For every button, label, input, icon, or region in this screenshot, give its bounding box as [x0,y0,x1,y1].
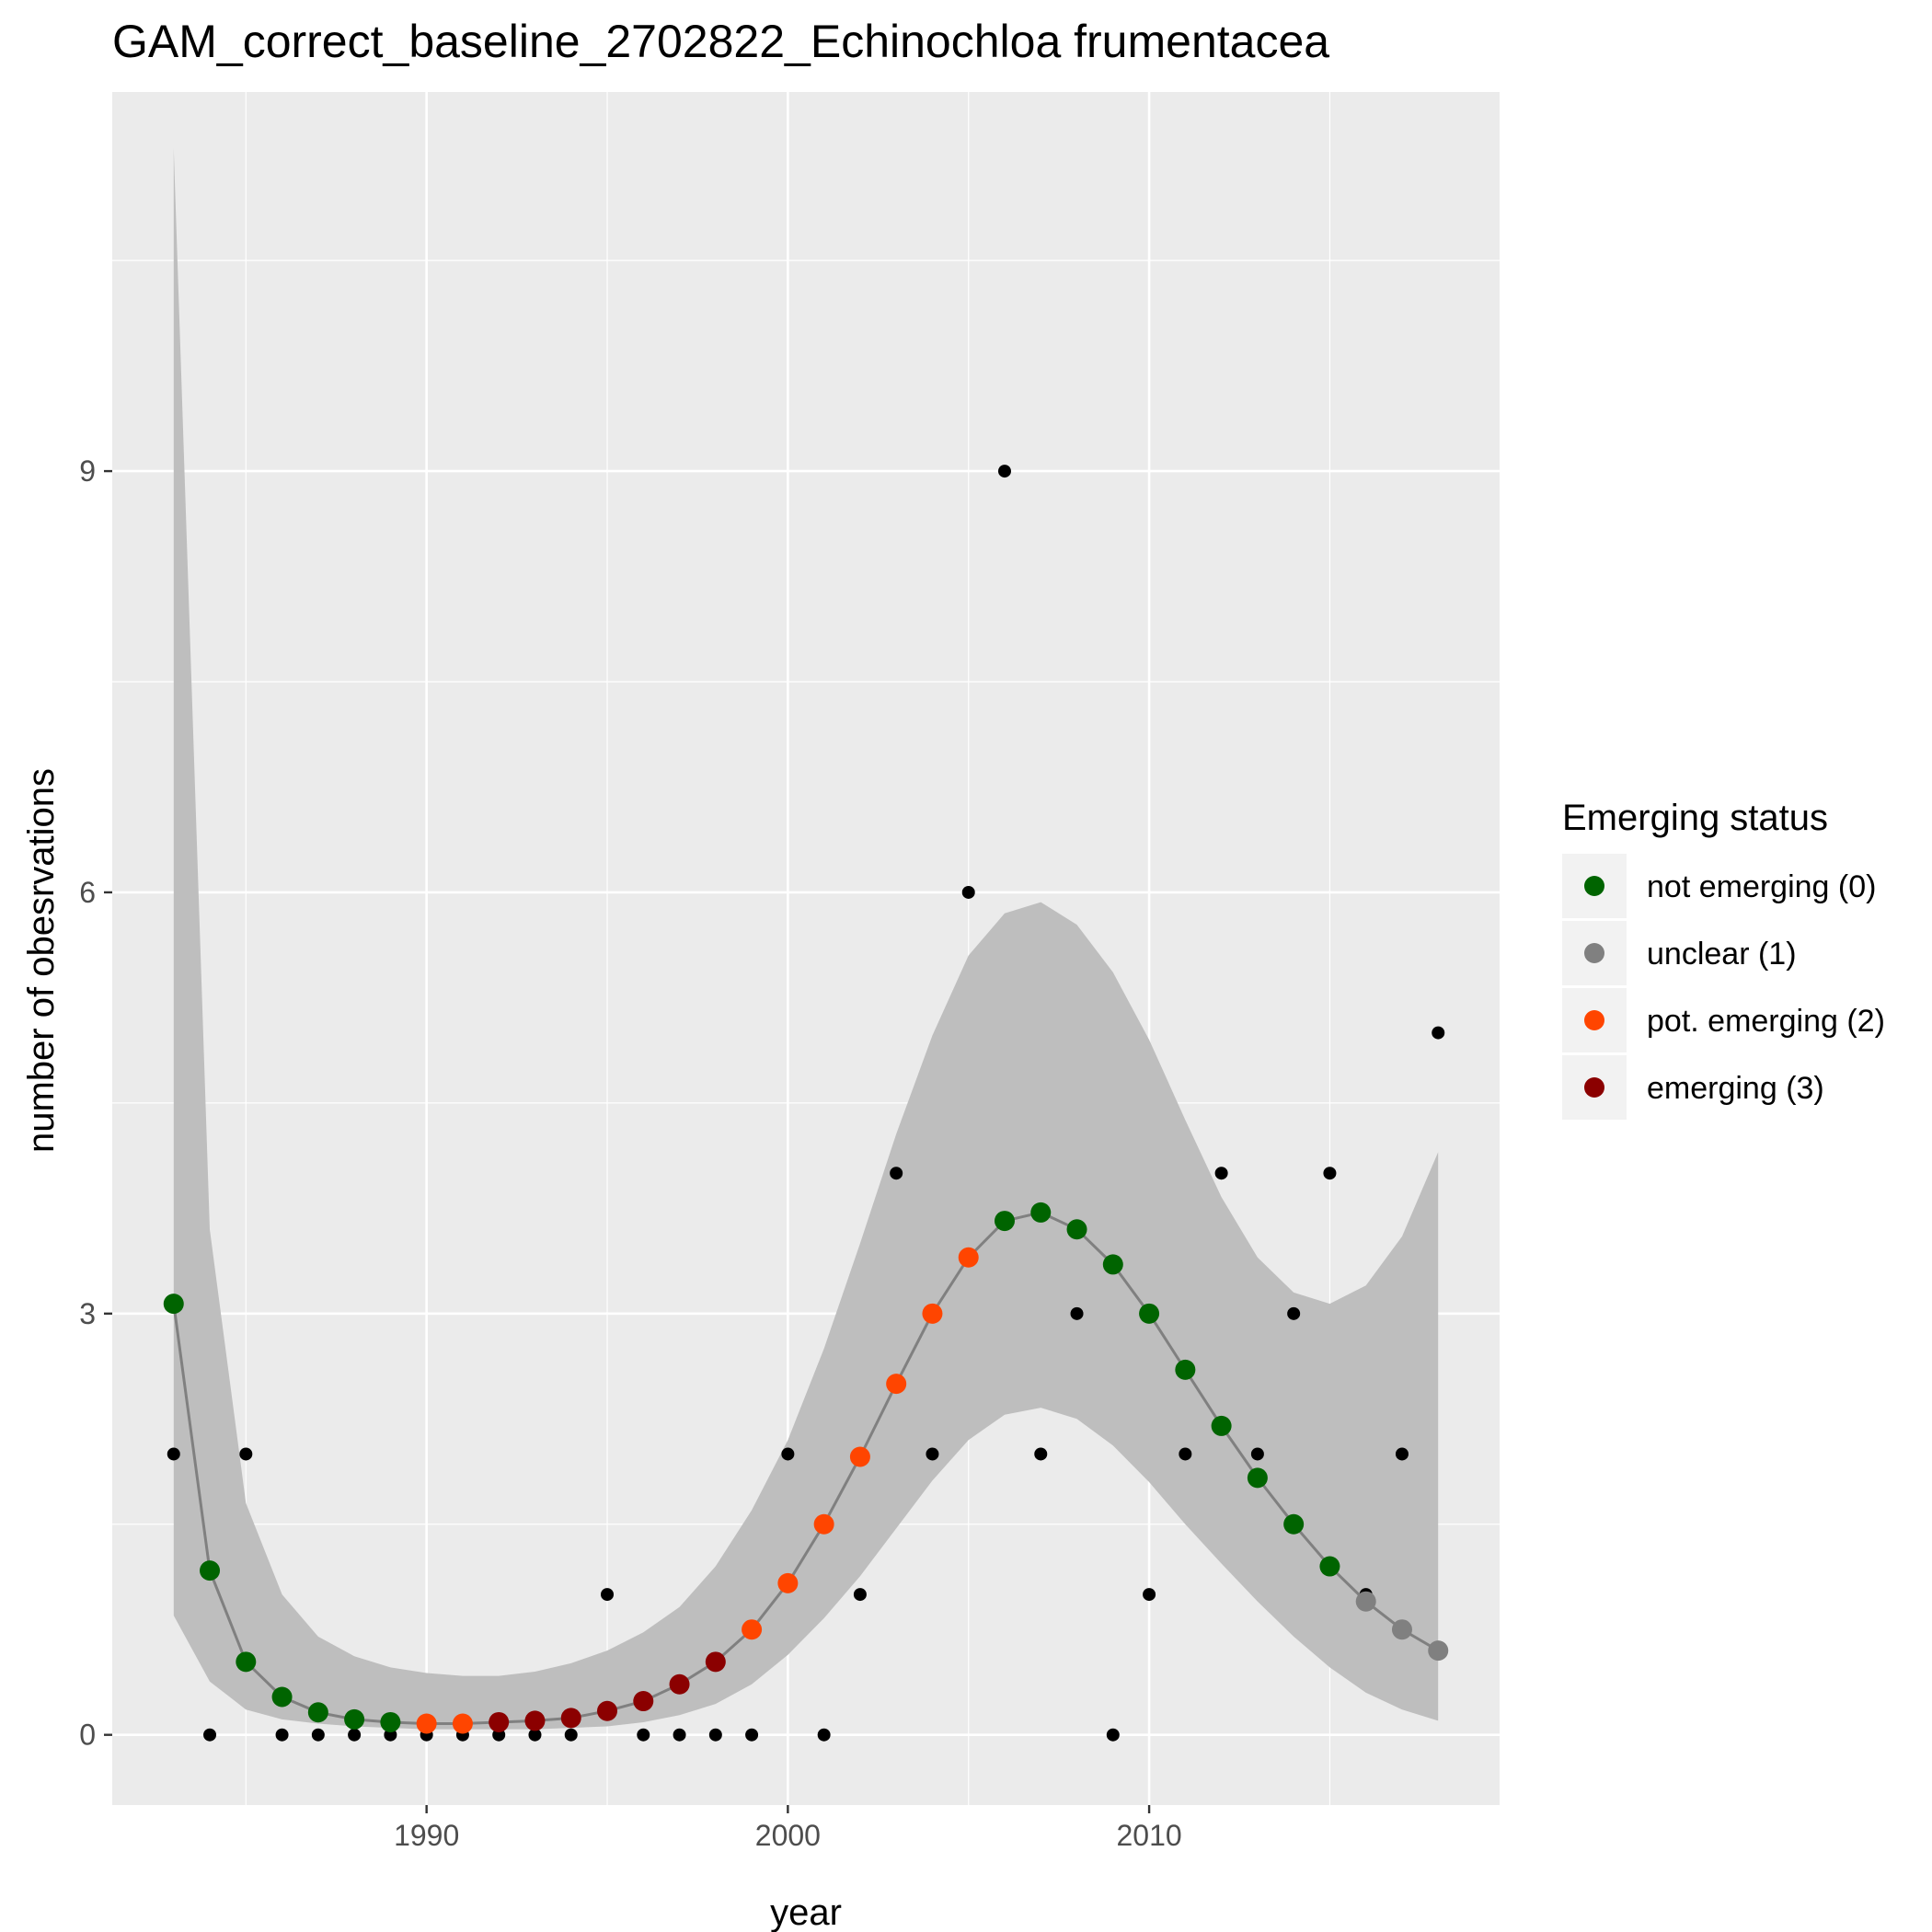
legend-swatch [1584,1077,1604,1098]
fitted-point [742,1619,763,1640]
observed-point [745,1728,759,1742]
fitted-point [994,1211,1015,1232]
observed-point [961,885,975,899]
observed-point [167,1447,180,1461]
observed-point [890,1167,903,1180]
fitted-point [1428,1640,1449,1662]
fitted-point [958,1247,979,1268]
fitted-point [1355,1591,1376,1612]
y-tick-label: 6 [79,876,96,909]
observed-point [239,1447,253,1461]
fitted-point [163,1294,184,1315]
observed-point [601,1588,615,1602]
observed-point [817,1728,831,1742]
fitted-point [633,1691,654,1712]
observed-point [926,1447,939,1461]
fitted-point [886,1374,907,1395]
chart-title: GAM_correct_baseline_2702822_Echinochloa… [112,16,1329,67]
observed-point [1323,1167,1337,1180]
observed-point [275,1728,289,1742]
fitted-point [344,1708,365,1730]
legend-label: emerging (3) [1647,1071,1824,1106]
observed-point [1432,1026,1445,1040]
fitted-point [489,1711,510,1732]
x-tick-label: 2000 [755,1819,821,1852]
fitted-point [1066,1219,1087,1240]
observed-point [708,1728,722,1742]
y-axis: 0 3 6 9 [79,454,112,1752]
fitted-point [200,1560,221,1581]
fitted-point [560,1708,581,1729]
y-tick-label: 9 [79,454,96,488]
y-tick-label: 3 [79,1297,96,1330]
y-tick-label: 0 [79,1719,96,1752]
fitted-point [1247,1467,1268,1489]
observed-point [1143,1588,1156,1602]
confidence-ribbon [173,148,1439,1730]
fitted-point [307,1702,328,1723]
x-tick-label: 2010 [1116,1819,1181,1852]
observed-point [781,1447,795,1461]
observed-point [1179,1447,1192,1461]
observed-point [1250,1447,1264,1461]
observed-point [528,1728,542,1742]
observed-point [997,465,1011,478]
observed-point [1034,1447,1048,1461]
legend-label: pot. emerging (2) [1647,1004,1885,1039]
fitted-point [452,1713,473,1734]
fitted-point [1319,1556,1340,1577]
legend-swatch [1584,1010,1604,1030]
observed-point [311,1728,325,1742]
fitted-point [1102,1254,1123,1275]
fitted-point [1175,1359,1196,1380]
observed-point [673,1728,686,1742]
fitted-point [1391,1619,1412,1640]
legend-label: unclear (1) [1647,937,1797,972]
fitted-point [1283,1513,1305,1535]
observed-point [637,1728,650,1742]
fitted-point [922,1303,943,1324]
y-axis-title: number of obesrvations [21,768,62,1153]
observed-point [203,1728,217,1742]
observed-point [348,1728,362,1742]
legend-title: Emerging status [1562,798,1828,838]
fitted-point [380,1711,401,1732]
observed-point [1214,1167,1228,1180]
fitted-point [1030,1202,1052,1223]
legend-swatch [1584,943,1604,963]
legend-label: not emerging (0) [1647,869,1876,904]
legend: Emerging status not emerging (0) unclear … [1562,798,1885,1120]
observed-point [1106,1728,1120,1742]
fitted-point [416,1713,437,1734]
fitted-point [236,1651,257,1673]
fitted-point [813,1513,834,1535]
fitted-points [163,1202,1449,1734]
fitted-point [705,1651,726,1673]
fitted-point [777,1572,799,1593]
fitted-point [849,1446,870,1467]
fitted-point [1139,1303,1160,1324]
grid-minor [112,92,1500,1805]
fitted-point [669,1673,690,1695]
observed-point [853,1588,867,1602]
fitted-point [271,1686,293,1708]
legend-entries: not emerging (0) unclear (1) pot. emerging… [1562,854,1885,1120]
observed-point [1287,1306,1301,1320]
fitted-point [1211,1415,1232,1436]
legend-swatch [1584,876,1604,896]
fitted-point [524,1710,546,1731]
x-axis: 1990 2000 2010 [394,1805,1182,1852]
fitted-point [597,1700,618,1721]
x-tick-label: 1990 [394,1819,459,1852]
observed-point [564,1728,578,1742]
observed-point [1395,1447,1409,1461]
observed-point [1070,1306,1084,1320]
x-axis-title: year [770,1892,842,1932]
